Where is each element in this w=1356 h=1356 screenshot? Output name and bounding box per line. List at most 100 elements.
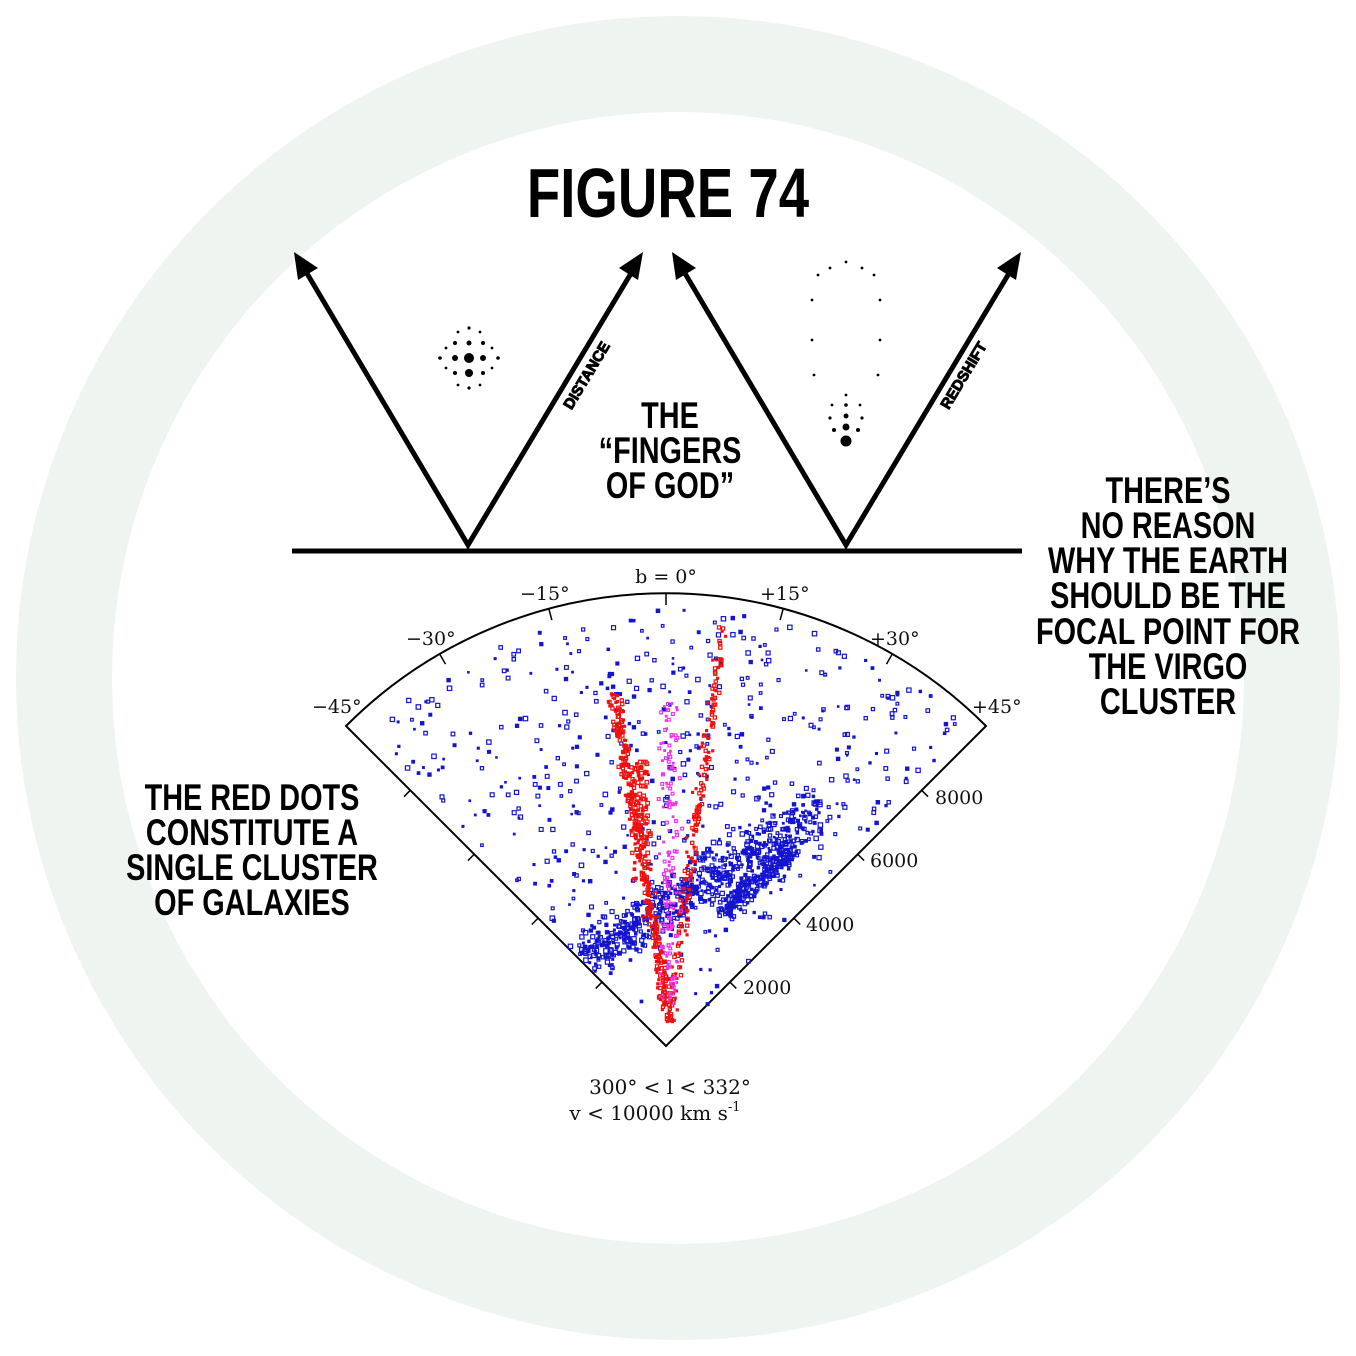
galaxy-point [880, 693, 885, 698]
galaxy-point [606, 700, 610, 704]
elongated-cluster-dots [810, 260, 882, 447]
galaxy-point [590, 848, 595, 854]
galaxy-point [710, 875, 715, 880]
redshift-cone [677, 263, 1017, 550]
schematic-galaxy-dot [876, 373, 880, 377]
galaxy-point [783, 861, 788, 865]
galaxy-point [805, 669, 808, 672]
edge-tick [793, 917, 801, 926]
galaxy-point [668, 927, 672, 931]
galaxy-point [686, 908, 690, 912]
galaxy-point [649, 917, 653, 921]
schematic-galaxy-dot [843, 413, 849, 419]
galaxy-point [622, 940, 627, 945]
galaxy-point [726, 901, 731, 905]
galaxy-point [630, 794, 635, 799]
galaxy-point [637, 759, 643, 765]
galaxy-point [674, 738, 679, 743]
galaxy-point [617, 951, 622, 956]
galaxy-point [619, 708, 625, 714]
galaxy-point [517, 716, 523, 722]
galaxy-point [905, 766, 910, 771]
galaxy-point [661, 981, 665, 985]
galaxy-point [697, 772, 701, 776]
galaxy-point [680, 880, 684, 884]
galaxy-point [632, 916, 639, 922]
galaxy-point [754, 826, 759, 831]
galaxy-point [612, 849, 618, 854]
galaxy-point [668, 1014, 674, 1019]
galaxy-point [650, 863, 653, 866]
galaxy-point [748, 659, 753, 665]
galaxy-point [666, 765, 671, 770]
galaxy-point [622, 738, 626, 742]
galaxy-point [816, 760, 822, 766]
galaxy-point [610, 963, 614, 967]
galaxy-point [777, 845, 782, 849]
galaxy-point [752, 894, 757, 899]
galaxy-point [714, 879, 718, 882]
galaxy-point [605, 953, 612, 959]
galaxy-point [769, 748, 775, 754]
galaxy-point [642, 890, 648, 896]
galaxy-point [493, 657, 497, 661]
galaxy-point [569, 652, 573, 655]
galaxy-point [633, 685, 640, 692]
galaxy-point [795, 853, 800, 858]
galaxy-point [915, 767, 921, 774]
galaxy-point [711, 693, 715, 697]
galaxy-point [588, 904, 594, 910]
galaxy-point [673, 988, 677, 992]
galaxy-point [699, 745, 703, 749]
galaxy-point [646, 882, 651, 886]
galaxy-point [639, 765, 644, 769]
galaxy-point [566, 719, 571, 724]
galaxy-point [666, 708, 671, 713]
galaxy-point [679, 877, 684, 882]
galaxy-point [643, 732, 648, 736]
galaxy-point [413, 727, 416, 731]
galaxy-point [674, 802, 677, 806]
schematic-galaxy-dot [466, 340, 472, 346]
galaxy-point [776, 851, 780, 855]
galaxy-point [621, 948, 627, 954]
galaxy-point [825, 819, 830, 823]
galaxy-point [795, 808, 799, 812]
galaxy-point [611, 967, 614, 971]
galaxy-point [647, 886, 651, 890]
galaxy-point [658, 972, 662, 975]
edge-tick [467, 853, 475, 862]
galaxy-point [646, 828, 652, 834]
galaxy-point [739, 732, 745, 737]
galaxy-point [708, 764, 714, 770]
galaxy-point [658, 937, 662, 941]
galaxy-point [744, 829, 749, 835]
galaxy-point [609, 930, 615, 937]
galaxy-point [836, 705, 840, 708]
galaxy-point [436, 768, 440, 772]
galaxy-point [723, 897, 729, 903]
galaxy-point [758, 682, 763, 687]
galaxy-point [716, 875, 721, 880]
galaxy-point [670, 927, 673, 931]
galaxy-point [903, 779, 909, 785]
galaxy-point [667, 805, 672, 810]
galaxy-point [950, 715, 956, 721]
arc-tick [885, 654, 893, 665]
galaxy-point [647, 687, 652, 693]
galaxy-point [439, 794, 445, 800]
galaxy-point [567, 943, 574, 950]
galaxy-point [682, 886, 686, 891]
galaxy-point [698, 881, 702, 885]
galaxy-point [727, 726, 731, 731]
galaxy-point [784, 833, 788, 837]
galaxy-point [669, 735, 673, 739]
galaxy-point [675, 1008, 679, 1012]
galaxy-point [652, 894, 658, 900]
galaxy-point [629, 829, 633, 833]
galaxy-point [675, 706, 679, 709]
galaxy-point [638, 929, 643, 934]
galaxy-point [397, 744, 401, 749]
galaxy-point [668, 951, 673, 956]
galaxy-point [669, 998, 673, 1003]
